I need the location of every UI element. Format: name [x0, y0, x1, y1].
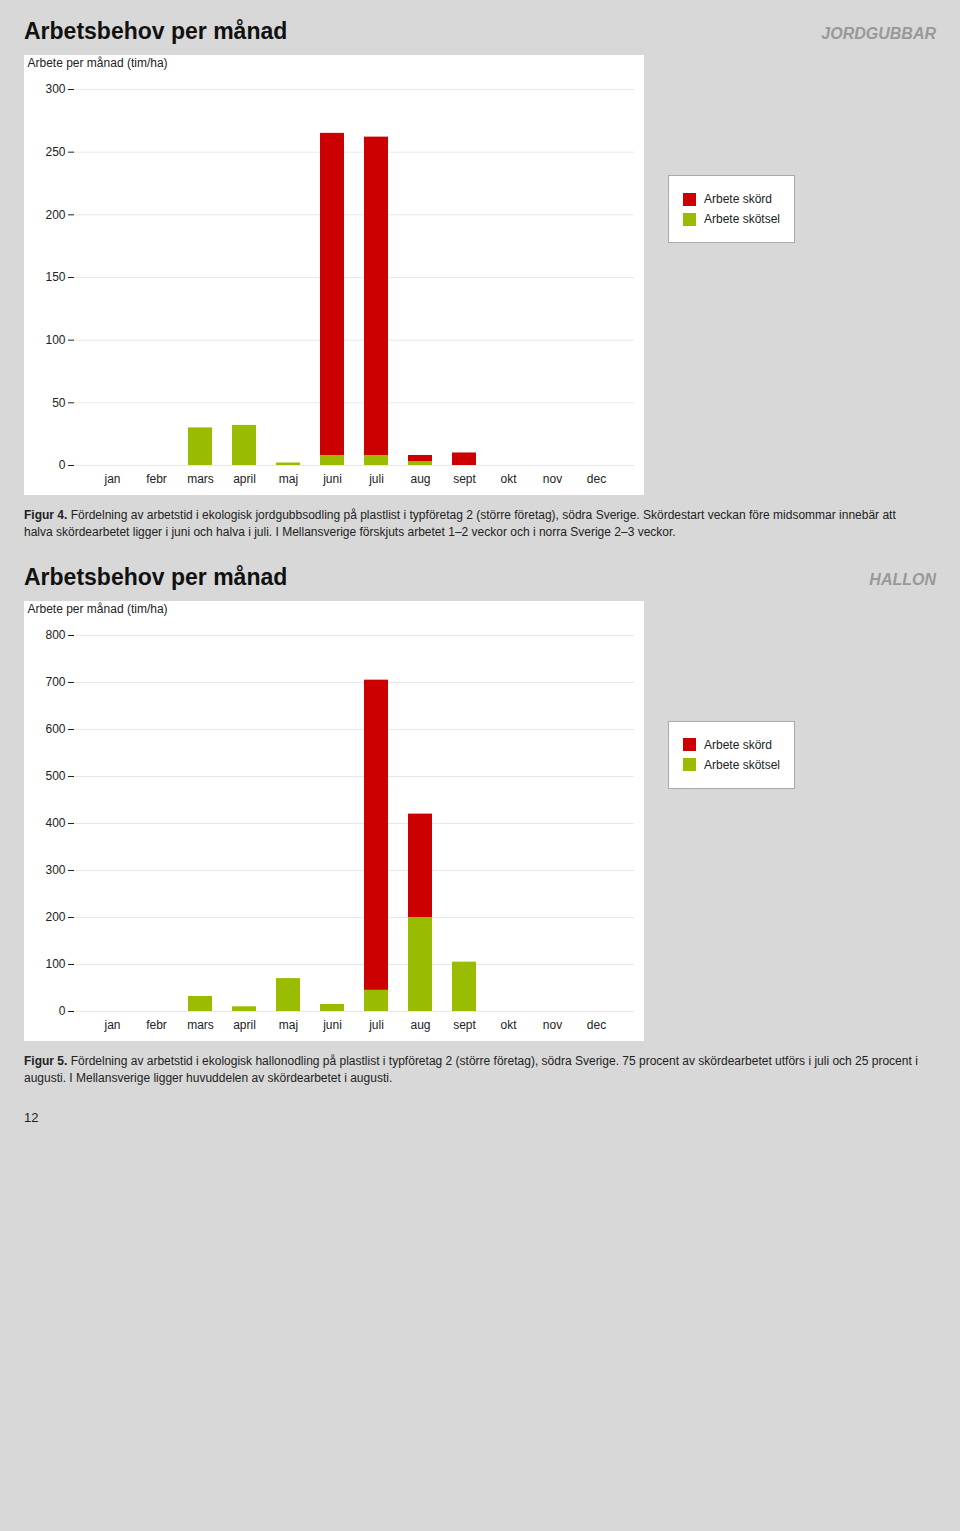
svg-text:sept: sept [453, 1018, 476, 1032]
svg-text:50: 50 [52, 396, 66, 410]
svg-text:aug: aug [410, 1018, 430, 1032]
html-text:Arbete skötsel: Arbete skötsel [704, 757, 780, 772]
svg-text:Arbete per månad (tim/ha): Arbete per månad (tim/ha) [28, 56, 168, 70]
svg-text:mars: mars [187, 1018, 214, 1032]
svg-text:200: 200 [45, 910, 65, 924]
svg-text:juli: juli [368, 472, 384, 486]
svg-text:april: april [233, 472, 256, 486]
svg-text:dec: dec [587, 472, 606, 486]
html-text:Arbetsbehov per månad: Arbetsbehov per månad [24, 563, 288, 590]
html-text:12: 12 [24, 1109, 39, 1125]
svg-text:juni: juni [322, 1018, 342, 1032]
svg-text:500: 500 [45, 769, 65, 783]
svg-text:maj: maj [279, 1018, 298, 1032]
svg-text:250: 250 [45, 145, 65, 159]
svg-text:april: april [233, 1018, 256, 1032]
svg-text:juni: juni [322, 472, 342, 486]
svg-text:600: 600 [45, 722, 65, 736]
svg-text:jan: jan [103, 1018, 120, 1032]
svg-text:okt: okt [500, 1018, 517, 1032]
html-text:JORDGUBBAR: JORDGUBBAR [821, 25, 936, 42]
svg-text:okt: okt [500, 472, 517, 486]
svg-text:mars: mars [187, 472, 214, 486]
svg-text:febr: febr [146, 472, 167, 486]
svg-text:sept: sept [453, 472, 476, 486]
svg-text:800: 800 [45, 628, 65, 642]
svg-text:Arbete per månad (tim/ha): Arbete per månad (tim/ha) [28, 602, 168, 616]
html-text:Figur 4. Fördelning av arbetst: Figur 4. Fördelning av arbetstid i ekolo… [24, 508, 896, 540]
svg-text:nov: nov [543, 472, 562, 486]
svg-text:aug: aug [410, 472, 430, 486]
svg-text:jan: jan [103, 472, 120, 486]
html-text:Arbetsbehov per månad: Arbetsbehov per månad [24, 18, 288, 44]
html-text:Figur 5. Fördelning av arbetst: Figur 5. Fördelning av arbetstid i ekolo… [24, 1053, 918, 1086]
svg-text:0: 0 [59, 458, 66, 472]
html-text:Arbete skörd: Arbete skörd [704, 737, 772, 752]
svg-text:700: 700 [45, 675, 65, 689]
svg-text:300: 300 [45, 863, 65, 877]
svg-text:400: 400 [45, 816, 65, 830]
svg-text:nov: nov [543, 1018, 562, 1032]
svg-text:maj: maj [279, 472, 298, 486]
svg-text:0: 0 [59, 1004, 66, 1018]
svg-text:300: 300 [45, 82, 65, 96]
svg-text:150: 150 [45, 270, 65, 284]
html-text:HALLON: HALLON [869, 570, 936, 588]
svg-text:febr: febr [146, 1018, 167, 1032]
svg-text:100: 100 [45, 957, 65, 971]
svg-text:dec: dec [587, 1018, 606, 1032]
svg-text:100: 100 [45, 333, 65, 347]
html-text:Arbete skörd: Arbete skörd [704, 192, 772, 206]
svg-text:200: 200 [45, 208, 65, 222]
svg-text:juli: juli [368, 1018, 384, 1032]
html-text:Arbete skötsel: Arbete skötsel [704, 212, 780, 226]
